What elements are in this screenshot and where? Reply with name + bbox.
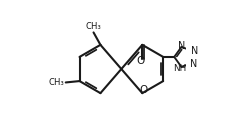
- Text: NH: NH: [173, 64, 186, 73]
- Text: CH₃: CH₃: [49, 78, 64, 87]
- Text: N: N: [191, 46, 198, 56]
- Text: O: O: [137, 56, 145, 66]
- Text: N: N: [190, 59, 197, 69]
- Text: CH₃: CH₃: [86, 22, 101, 31]
- Text: N: N: [179, 41, 186, 51]
- Text: O: O: [139, 85, 148, 95]
